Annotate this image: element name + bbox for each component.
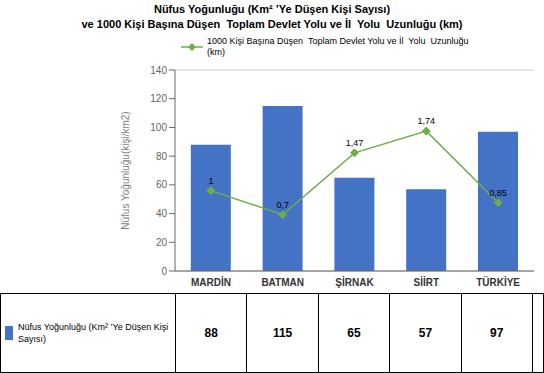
html-text:97: 97 bbox=[490, 326, 504, 340]
svg-text:0: 0 bbox=[161, 266, 167, 277]
svg-text:40: 40 bbox=[156, 208, 168, 219]
html-text:115: 115 bbox=[272, 326, 293, 340]
svg-text:1: 1 bbox=[208, 176, 213, 186]
svg-text:SİİRT: SİİRT bbox=[414, 276, 440, 288]
svg-text:Nüfus Yoğunluğu(kişi/km2): Nüfus Yoğunluğu(kişi/km2) bbox=[120, 111, 131, 229]
html-text:65: 65 bbox=[347, 326, 361, 340]
svg-text:100: 100 bbox=[150, 122, 167, 133]
svg-text:ŞİRNAK: ŞİRNAK bbox=[335, 276, 374, 288]
svg-text:140: 140 bbox=[150, 65, 167, 76]
svg-text:80: 80 bbox=[156, 151, 168, 162]
svg-text:1,74: 1,74 bbox=[418, 116, 436, 126]
html-text:1000 Kişi Başına Düşen Toplam: 1000 Kişi Başına Düşen Toplam Devlet Yol… bbox=[207, 36, 469, 57]
svg-text:MARDİN: MARDİN bbox=[191, 276, 231, 288]
svg-text:TÜRKİYE: TÜRKİYE bbox=[476, 276, 520, 288]
svg-text:120: 120 bbox=[150, 93, 167, 104]
svg-text:1,47: 1,47 bbox=[346, 138, 364, 148]
html-text:57: 57 bbox=[418, 326, 433, 340]
html-text:ve 1000 Kişi Başına Düşen Topl: ve 1000 Kişi Başına Düşen Toplam Devlet … bbox=[81, 18, 463, 30]
html-text:Nüfus Yoğunluğu (Km² ’Ye Düşen: Nüfus Yoğunluğu (Km² ’Ye Düşen Kişi Sayı… bbox=[18, 322, 169, 344]
html-text:Nüfus Yoğunluğu (Km² ’Ye Düşen: Nüfus Yoğunluğu (Km² ’Ye Düşen Kişi Sayı… bbox=[153, 3, 391, 15]
svg-text:0,7: 0,7 bbox=[276, 200, 289, 210]
svg-text:BATMAN: BATMAN bbox=[261, 277, 304, 288]
svg-text:20: 20 bbox=[156, 237, 168, 248]
svg-text:60: 60 bbox=[156, 179, 168, 190]
html-text:88: 88 bbox=[204, 326, 218, 340]
svg-text:0,85: 0,85 bbox=[489, 188, 507, 198]
